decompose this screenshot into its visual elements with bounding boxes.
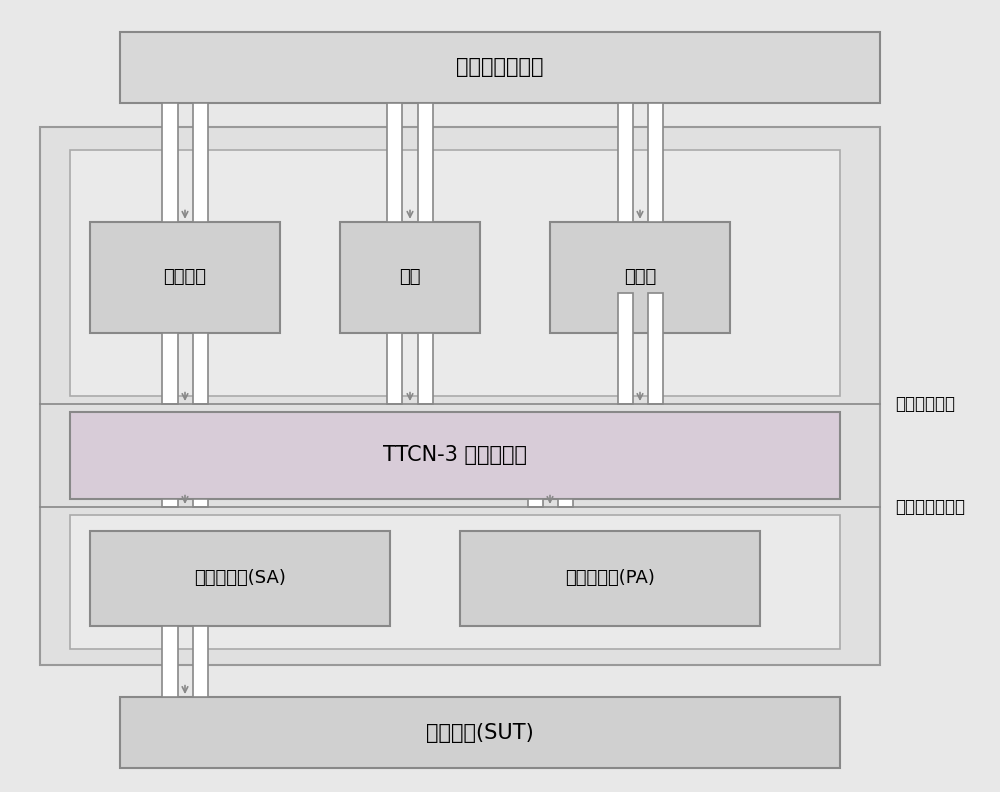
Text: 测试控制: 测试控制 [164,268,207,286]
Text: 测试系统执行器: 测试系统执行器 [456,57,544,78]
Bar [648,103,662,222]
Bar [162,626,178,697]
Bar [70,412,840,499]
Bar [550,222,730,333]
Bar [90,531,390,626]
Text: 平台适配器(PA): 平台适配器(PA) [565,569,655,587]
Text: 日志: 日志 [399,268,421,286]
Text: 测试运行时接口: 测试运行时接口 [895,498,965,516]
Text: 被测系统(SUT): 被测系统(SUT) [426,722,534,743]
Bar [192,333,208,404]
Bar [418,103,432,222]
Bar [90,222,280,333]
Bar [162,333,178,404]
Bar [528,499,543,507]
Bar [70,150,840,396]
Bar [418,333,432,404]
Bar [558,499,572,507]
Bar [162,499,178,507]
Bar [618,293,633,404]
Text: 测试控制接口: 测试控制接口 [895,395,955,413]
Text: 系统适配器(SA): 系统适配器(SA) [194,569,286,587]
Text: 编解码: 编解码 [624,268,656,286]
Bar [192,626,208,697]
Bar [162,103,178,222]
Text: TTCN-3 可执行文件: TTCN-3 可执行文件 [383,445,527,466]
Bar [460,531,760,626]
Bar [192,103,208,222]
Bar [387,103,402,222]
Bar [192,499,208,507]
Bar [40,127,880,665]
Bar [120,697,840,768]
Bar [648,293,662,404]
Bar [340,222,480,333]
Bar [618,103,633,222]
Bar [387,333,402,404]
Bar [70,515,840,649]
Bar [120,32,880,103]
